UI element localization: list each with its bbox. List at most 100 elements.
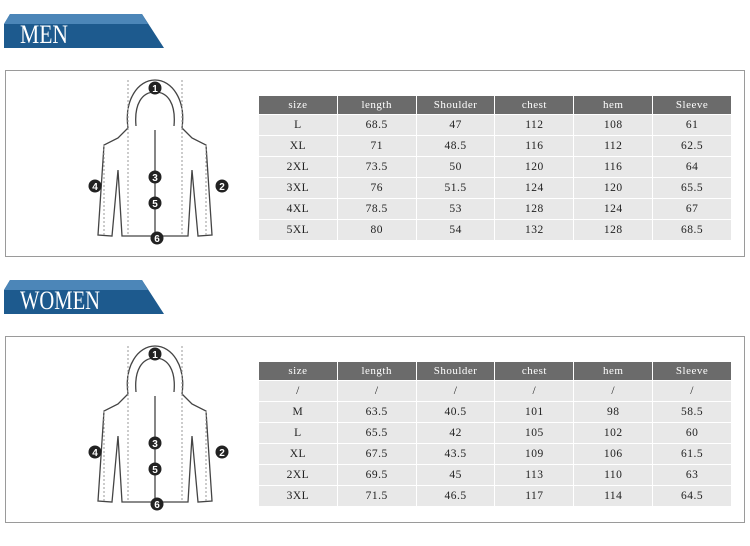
table-cell: M (258, 401, 338, 423)
table-cell: / (415, 380, 496, 402)
table-cell: 48.5 (415, 135, 496, 157)
section-banner: MEN (4, 14, 164, 49)
table-row: 3XL 71.5 46.5 117 114 64.5 (258, 485, 732, 507)
header-cell: chest (494, 361, 575, 381)
size-table: size length Shoulder chest hem Sleeve L 68.5 47 1… (258, 95, 732, 241)
table-row: / / / / / / (258, 380, 732, 402)
table-row: XL 71 48.5 116 112 62.5 (258, 135, 732, 157)
size-section: WOMEN 1 2 3 4 5 6 size length Shoulder chest hem Sle… (0, 266, 750, 531)
table-cell: 51.5 (415, 177, 496, 199)
table-cell: 117 (494, 485, 575, 507)
label-dot (148, 436, 162, 450)
header-cell: Sleeve (652, 361, 732, 381)
table-cell: 54 (415, 219, 496, 241)
table-cell: 2XL (258, 156, 338, 178)
table-cell: 116 (494, 135, 575, 157)
table-cell: 58.5 (652, 401, 732, 423)
measure-number: 5 (152, 465, 158, 476)
table-cell: 69.5 (336, 464, 417, 486)
measure-number: 3 (152, 173, 158, 184)
measure-number: 2 (219, 182, 225, 193)
table-cell: 46.5 (415, 485, 496, 507)
hoodie-outline (97, 79, 213, 237)
table-cell: / (573, 380, 654, 402)
table-cell: 63.5 (336, 401, 417, 423)
section-title: MEN (20, 20, 68, 49)
header-cell: size (258, 95, 338, 115)
table-cell: 78.5 (336, 198, 417, 220)
size-table: size length Shoulder chest hem Sleeve / / / / / / M 6… (258, 361, 732, 507)
table-cell: 3XL (258, 485, 338, 507)
table-cell: 65.5 (336, 422, 417, 444)
header-cell: Shoulder (415, 95, 496, 115)
table-row: 4XL 78.5 53 128 124 67 (258, 198, 732, 220)
table-cell: 132 (494, 219, 575, 241)
banner-shine (4, 14, 148, 24)
table-cell: L (258, 114, 338, 136)
section-box (5, 70, 745, 257)
header-cell: hem (573, 361, 654, 381)
measure-number: 6 (154, 234, 160, 245)
table-cell: 47 (415, 114, 496, 136)
label-dot (148, 196, 162, 210)
table-cell: 112 (494, 114, 575, 136)
label-dot (88, 445, 102, 459)
table-cell: 124 (573, 198, 654, 220)
table-cell: 116 (573, 156, 654, 178)
table-cell: 128 (494, 198, 575, 220)
table-cell: / (494, 380, 575, 402)
table-cell: 64.5 (652, 485, 732, 507)
table-cell: 110 (573, 464, 654, 486)
table-row: 5XL 80 54 132 128 68.5 (258, 219, 732, 241)
measure-number: 6 (154, 500, 160, 511)
table-cell: 114 (573, 485, 654, 507)
table-cell: XL (258, 443, 338, 465)
measure-number: 2 (219, 448, 225, 459)
table-row: 2XL 73.5 50 120 116 64 (258, 156, 732, 178)
table-cell: 109 (494, 443, 575, 465)
table-cell: 60 (652, 422, 732, 444)
table-cell: 98 (573, 401, 654, 423)
section-banner: WOMEN (4, 280, 164, 315)
table-cell: L (258, 422, 338, 444)
table-cell: 43.5 (415, 443, 496, 465)
table-cell: 71.5 (336, 485, 417, 507)
label-dot (215, 179, 229, 193)
table-cell: 106 (573, 443, 654, 465)
table-cell: 101 (494, 401, 575, 423)
label-dot (150, 231, 164, 245)
measure-number: 1 (152, 84, 158, 95)
table-row: L 68.5 47 112 108 61 (258, 114, 732, 136)
table-cell: 113 (494, 464, 575, 486)
table-cell: 63 (652, 464, 732, 486)
table-cell: 53 (415, 198, 496, 220)
table-cell: 124 (494, 177, 575, 199)
header-cell: hem (573, 95, 654, 115)
table-cell: 80 (336, 219, 417, 241)
table-cell: 71 (336, 135, 417, 157)
banner-shine (4, 280, 148, 290)
size-section: MEN 1 2 3 4 5 6 size length Shoulder chest hem Sleev… (0, 0, 750, 265)
label-dot (148, 170, 162, 184)
table-cell: 45 (415, 464, 496, 486)
table-cell: 3XL (258, 177, 338, 199)
header-cell: length (336, 95, 417, 115)
table-header-row: size length Shoulder chest hem Sleeve (258, 361, 732, 381)
table-row: M 63.5 40.5 101 98 58.5 (258, 401, 732, 423)
hoodie-outline (97, 345, 213, 503)
table-cell: / (258, 380, 338, 402)
table-cell: 112 (573, 135, 654, 157)
table-cell: 2XL (258, 464, 338, 486)
table-cell: 4XL (258, 198, 338, 220)
table-cell: / (336, 380, 417, 402)
table-cell: 5XL (258, 219, 338, 241)
label-dot (148, 347, 162, 361)
garment-diagram: 1 2 3 4 5 6 (88, 79, 229, 245)
table-cell: 50 (415, 156, 496, 178)
section-box (5, 336, 745, 523)
header-cell: Sleeve (652, 95, 732, 115)
label-dot (150, 497, 164, 511)
measure-number: 3 (152, 439, 158, 450)
table-cell: 102 (573, 422, 654, 444)
